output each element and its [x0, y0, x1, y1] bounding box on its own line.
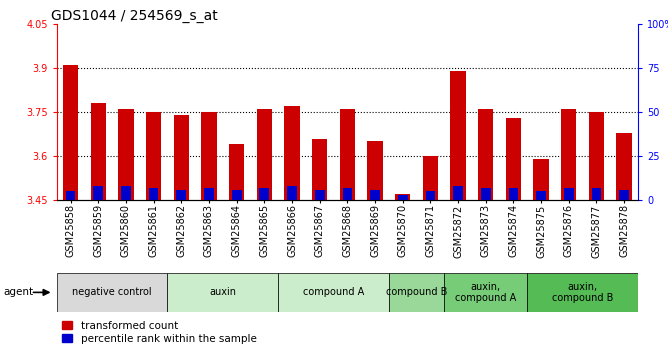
Bar	[398, 195, 407, 200]
Bar	[287, 186, 297, 200]
Bar	[201, 112, 216, 200]
Text: compound A: compound A	[303, 287, 364, 297]
Bar	[395, 194, 410, 200]
Bar	[285, 106, 300, 200]
Bar	[65, 191, 75, 200]
Bar	[146, 112, 161, 200]
Bar	[257, 109, 272, 200]
Bar	[91, 104, 106, 200]
Bar	[619, 189, 629, 200]
Bar	[259, 188, 269, 200]
Bar	[592, 188, 601, 200]
Bar	[174, 115, 189, 200]
Bar	[176, 189, 186, 200]
Bar	[312, 139, 327, 200]
Text: auxin,
compound A: auxin, compound A	[455, 282, 516, 303]
Text: agent: agent	[3, 287, 33, 297]
Bar	[426, 191, 436, 200]
Bar	[453, 186, 463, 200]
Legend: transformed count, percentile rank within the sample: transformed count, percentile rank withi…	[62, 321, 257, 344]
Text: compound B: compound B	[386, 287, 448, 297]
Bar	[168, 273, 278, 312]
Bar	[63, 65, 78, 200]
Bar	[389, 273, 444, 312]
Text: negative control: negative control	[72, 287, 152, 297]
Text: auxin: auxin	[209, 287, 236, 297]
Bar	[370, 189, 380, 200]
Bar	[149, 188, 158, 200]
Bar	[561, 109, 576, 200]
Bar	[617, 132, 632, 200]
Bar	[450, 71, 466, 200]
Bar	[481, 188, 490, 200]
Bar	[278, 273, 389, 312]
Bar	[534, 159, 548, 200]
Bar	[367, 141, 383, 200]
Bar	[527, 273, 638, 312]
Bar	[564, 188, 574, 200]
Text: auxin,
compound B: auxin, compound B	[552, 282, 613, 303]
Bar	[232, 189, 242, 200]
Bar	[315, 189, 325, 200]
Bar	[423, 156, 438, 200]
Bar	[57, 273, 168, 312]
Bar	[94, 186, 103, 200]
Bar	[478, 109, 494, 200]
Bar	[118, 109, 134, 200]
Bar	[121, 186, 131, 200]
Bar	[204, 188, 214, 200]
Bar	[508, 188, 518, 200]
Bar	[444, 273, 527, 312]
Bar	[506, 118, 521, 200]
Bar	[343, 188, 352, 200]
Bar	[589, 112, 604, 200]
Bar	[340, 109, 355, 200]
Text: GDS1044 / 254569_s_at: GDS1044 / 254569_s_at	[51, 9, 218, 23]
Bar	[229, 145, 244, 200]
Bar	[536, 191, 546, 200]
